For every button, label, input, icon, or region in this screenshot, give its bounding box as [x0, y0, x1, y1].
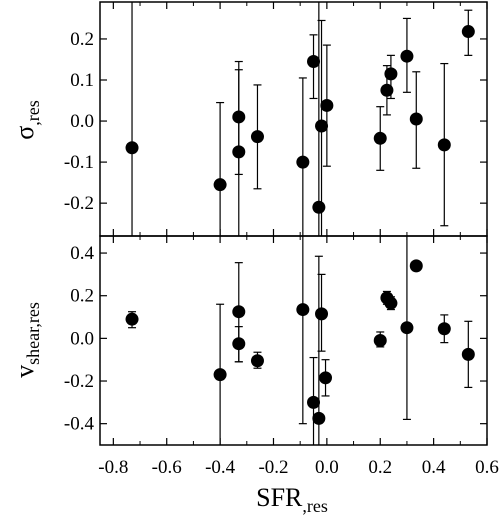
bottom-y-ticks	[100, 236, 488, 445]
data-point	[296, 303, 310, 317]
bottom-panel-frame	[99, 235, 488, 446]
x-tick-label: -0.2	[258, 457, 288, 478]
data-point	[125, 141, 139, 155]
data-point	[312, 200, 326, 214]
x-tick-label: 0.6	[475, 457, 499, 478]
y-tick-label: -0.2	[64, 371, 94, 392]
data-point	[461, 25, 475, 39]
top-panel-frame	[99, 1, 488, 237]
bottom-data-points	[125, 259, 475, 425]
data-point	[312, 411, 326, 425]
x-axis-label: SFR,res	[256, 483, 328, 516]
data-point	[384, 296, 398, 310]
x-tick-label: -0.8	[98, 457, 128, 478]
y-tick-label: 0.2	[70, 286, 94, 307]
data-point	[296, 155, 310, 169]
top-y-tick-labels: -0.2 -0.1 0.0 0.1 0.2	[64, 29, 94, 214]
y-tick-label: 0.1	[70, 70, 94, 91]
data-point	[307, 55, 321, 69]
data-point	[380, 83, 394, 97]
y-tick-label: 0.0	[70, 328, 94, 349]
data-point	[373, 334, 387, 347]
bottom-y-tick-labels: -0.4 -0.2 0.0 0.2 0.4	[64, 243, 95, 435]
data-point	[232, 145, 246, 159]
data-point	[400, 321, 414, 335]
data-point	[213, 178, 227, 192]
x-tick-label: 0.2	[368, 457, 392, 478]
data-point	[400, 49, 414, 63]
data-point	[307, 395, 321, 409]
top-y-ticks	[100, 2, 488, 236]
x-tick-label: -0.6	[152, 457, 182, 478]
y-tick-label: 0.4	[70, 243, 94, 264]
data-point	[250, 130, 264, 144]
data-point	[461, 347, 475, 361]
y-tick-label: 0.0	[70, 111, 94, 132]
x-tick-label: 0.0	[315, 457, 339, 478]
data-point	[232, 110, 246, 124]
top-panel: -0.2 -0.1 0.0 0.1 0.2	[64, 1, 488, 237]
data-point	[373, 131, 387, 145]
data-point	[437, 138, 451, 152]
data-point	[232, 337, 246, 351]
x-tick-labels: -0.8 -0.6 -0.4 -0.2 0.0 0.2 0.4 0.6	[98, 457, 499, 478]
top-y-axis-label: σ,res	[10, 100, 43, 140]
data-point	[315, 307, 329, 321]
data-point	[320, 98, 334, 112]
top-data-points	[125, 25, 475, 214]
x-tick-label: -0.4	[205, 457, 236, 478]
data-point	[250, 354, 264, 368]
data-point	[384, 67, 398, 81]
data-point	[125, 312, 139, 326]
data-point	[409, 112, 423, 126]
y-tick-label: 0.2	[70, 29, 94, 50]
data-point	[213, 368, 227, 382]
x-tick-label: 0.4	[422, 457, 446, 478]
y-tick-label: -0.2	[64, 193, 94, 214]
y-tick-label: -0.4	[64, 414, 95, 435]
data-point	[232, 305, 246, 319]
data-point	[319, 371, 333, 385]
data-point	[315, 119, 329, 133]
data-point	[437, 322, 451, 336]
data-point	[409, 259, 423, 273]
y-tick-label: -0.1	[64, 152, 94, 173]
bottom-panel: -0.4 -0.2 0.0 0.2 0.4 -0.8 -0.6 -0.4 -0.2 0.0 0.2…	[64, 235, 499, 478]
bottom-y-axis-label: vshear,res	[10, 302, 43, 378]
